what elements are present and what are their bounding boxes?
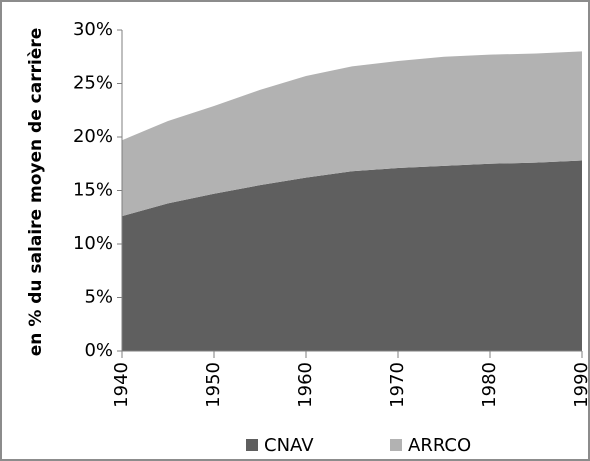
y-tick-label: 30%: [73, 19, 113, 40]
y-axis-label: en % du salaire moyen de carrière: [26, 28, 46, 356]
y-tick-label: 0%: [84, 340, 113, 361]
area: [122, 51, 582, 217]
legend-swatch: [390, 439, 402, 451]
y-tick-label: 15%: [73, 180, 113, 201]
legend-swatch: [246, 439, 258, 451]
y-tick-label: 5%: [84, 287, 113, 308]
y-tick-label: 10%: [73, 233, 113, 254]
x-tick-label: 1970: [387, 362, 408, 408]
legend-label: CNAV: [264, 435, 314, 456]
x-tick-label: 1940: [111, 362, 132, 408]
x-tick-label: 1990: [571, 362, 590, 408]
x-tick-label: 1960: [295, 362, 316, 408]
area: [122, 160, 582, 351]
x-tick-label: 1950: [203, 362, 224, 408]
legend-label: ARRCO: [408, 435, 471, 456]
x-tick-label: 1980: [479, 362, 500, 408]
y-tick-label: 20%: [73, 126, 113, 147]
y-tick-label: 25%: [73, 73, 113, 94]
